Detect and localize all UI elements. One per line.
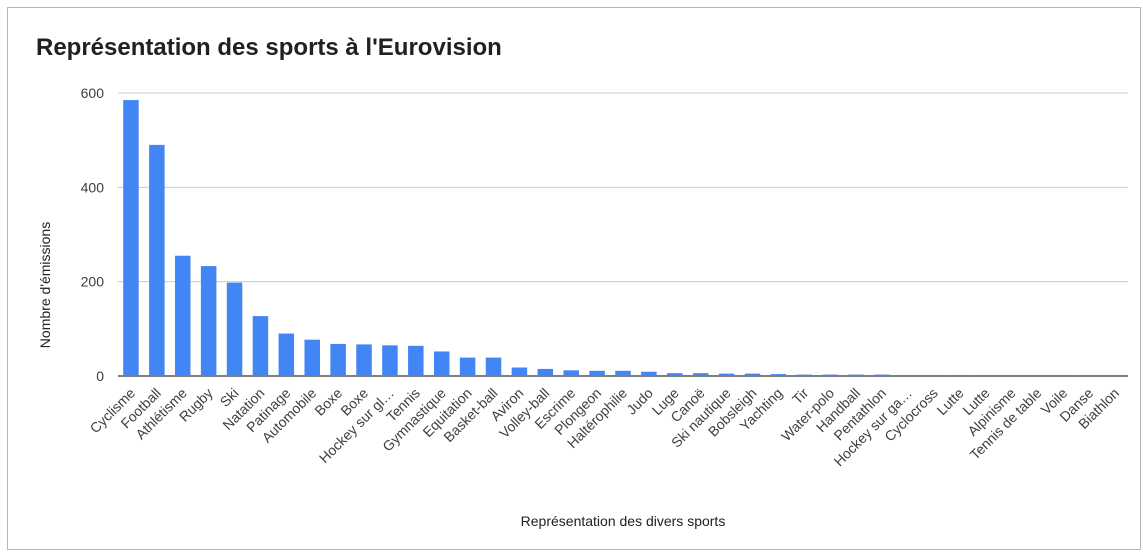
bar bbox=[1107, 375, 1123, 376]
bar bbox=[1003, 375, 1020, 376]
x-tick-label: Lutte bbox=[933, 385, 966, 418]
chart-frame bbox=[7, 7, 1141, 550]
bar bbox=[408, 345, 424, 376]
y-tick-label: 400 bbox=[81, 179, 105, 195]
bar bbox=[226, 282, 243, 376]
bar bbox=[822, 374, 838, 376]
bar bbox=[667, 373, 683, 376]
bar bbox=[589, 370, 605, 376]
bar bbox=[641, 371, 657, 376]
bar bbox=[874, 374, 890, 376]
bar bbox=[1081, 375, 1097, 376]
bar bbox=[200, 266, 217, 376]
y-axis-title: Nombre d'émissions bbox=[37, 222, 53, 348]
bar bbox=[537, 368, 554, 376]
x-axis-title: Représentation des divers sports bbox=[521, 513, 726, 529]
bar bbox=[330, 343, 346, 376]
bar bbox=[744, 373, 761, 376]
bar bbox=[1055, 375, 1072, 376]
bar bbox=[252, 316, 269, 376]
bar bbox=[926, 375, 942, 376]
y-tick-label: 600 bbox=[81, 85, 105, 101]
bar bbox=[459, 357, 476, 376]
y-axis-ticks: 0 200 400 600 bbox=[81, 85, 105, 384]
bar bbox=[770, 374, 787, 376]
bar bbox=[692, 373, 709, 376]
bar bbox=[615, 370, 631, 376]
bar bbox=[485, 357, 502, 376]
bar bbox=[900, 375, 916, 376]
bar bbox=[433, 351, 450, 376]
y-tick-label: 200 bbox=[81, 274, 105, 290]
bar bbox=[848, 374, 864, 376]
y-tick-label: 0 bbox=[96, 368, 104, 384]
bar bbox=[511, 367, 528, 376]
bars bbox=[123, 100, 1123, 376]
bar bbox=[304, 339, 320, 376]
x-tick-label: Judo bbox=[623, 385, 656, 418]
bar bbox=[718, 373, 735, 376]
bar bbox=[356, 344, 372, 376]
bar bbox=[174, 255, 191, 376]
gridlines bbox=[118, 92, 1128, 377]
bar bbox=[796, 374, 813, 376]
bar bbox=[563, 370, 579, 376]
bar bbox=[123, 100, 139, 376]
bar bbox=[977, 375, 994, 376]
bar bbox=[149, 144, 165, 376]
bar bbox=[382, 345, 398, 376]
bar bbox=[951, 375, 968, 376]
bar bbox=[278, 333, 295, 376]
bar bbox=[1029, 375, 1046, 376]
x-tick-label: Boxe bbox=[311, 385, 345, 419]
chart-title: Représentation des sports à l'Eurovision bbox=[36, 34, 502, 61]
